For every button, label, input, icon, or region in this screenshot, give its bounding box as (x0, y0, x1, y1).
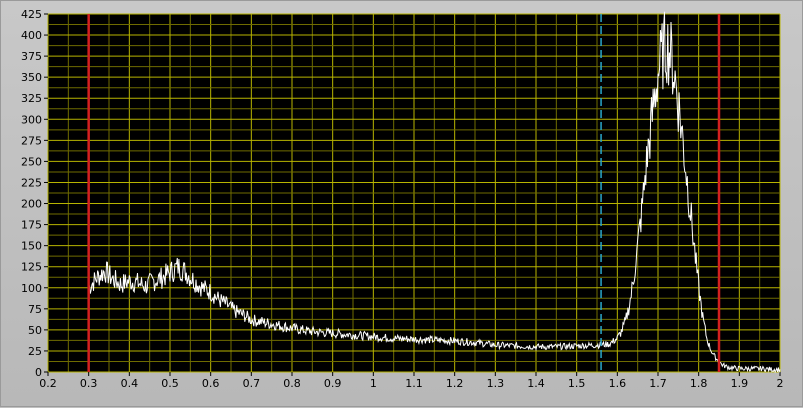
series-layer (88, 11, 781, 374)
x-axis-ticks: 0.2 0.3 0.4 0.5 0.6 0.7 0.8 0.9 1 1.1 1.2 1.3 1.4 1.5… (39, 372, 784, 390)
y-tick-label: 150 (21, 240, 42, 253)
y-tick-label: 0 (35, 366, 42, 379)
x-tick-label: 0.8 (283, 377, 301, 390)
y-tick-label: 325 (21, 92, 42, 105)
cursor-layer (87, 14, 721, 372)
y-tick-label: 125 (21, 261, 42, 274)
x-tick-label: 1.9 (731, 377, 749, 390)
x-tick-label: 0.4 (121, 377, 139, 390)
y-tick-label: 100 (21, 282, 42, 295)
x-tick-label: 1.6 (609, 377, 627, 390)
x-tick-label: 1.3 (487, 377, 505, 390)
y-tick-label: 300 (21, 113, 42, 126)
y-axis-ticks: 0 25 50 75 100 125 150 175 200 225 250 275 300 325 350… (21, 8, 48, 379)
x-tick-label: 0.7 (243, 377, 261, 390)
y-tick-label: 400 (21, 29, 42, 42)
series-line (88, 11, 781, 374)
x-tick-label: 0.9 (324, 377, 342, 390)
x-tick-label: 1 (370, 377, 377, 390)
x-tick-label: 1.5 (568, 377, 586, 390)
y-tick-label: 350 (21, 71, 42, 84)
y-tick-label: 425 (21, 8, 42, 21)
x-tick-label: 0.6 (202, 377, 220, 390)
x-tick-label: 2 (777, 377, 784, 390)
y-tick-label: 225 (21, 176, 42, 189)
y-tick-label: 250 (21, 155, 42, 168)
y-tick-label: 375 (21, 50, 42, 63)
y-tick-label: 200 (21, 198, 42, 211)
x-tick-label: 0.5 (161, 377, 179, 390)
y-tick-label: 50 (28, 324, 42, 337)
y-tick-label: 75 (28, 303, 42, 316)
y-tick-label: 275 (21, 134, 42, 147)
x-tick-label: 1.8 (690, 377, 708, 390)
y-tick-label: 175 (21, 219, 42, 232)
x-tick-label: 0.3 (80, 377, 98, 390)
x-tick-label: 1.4 (527, 377, 545, 390)
x-tick-label: 1.7 (649, 377, 667, 390)
y-tick-label: 25 (28, 345, 42, 358)
x-tick-label: 1.1 (405, 377, 423, 390)
x-tick-label: 1.2 (446, 377, 464, 390)
x-tick-label: 0.2 (39, 377, 57, 390)
